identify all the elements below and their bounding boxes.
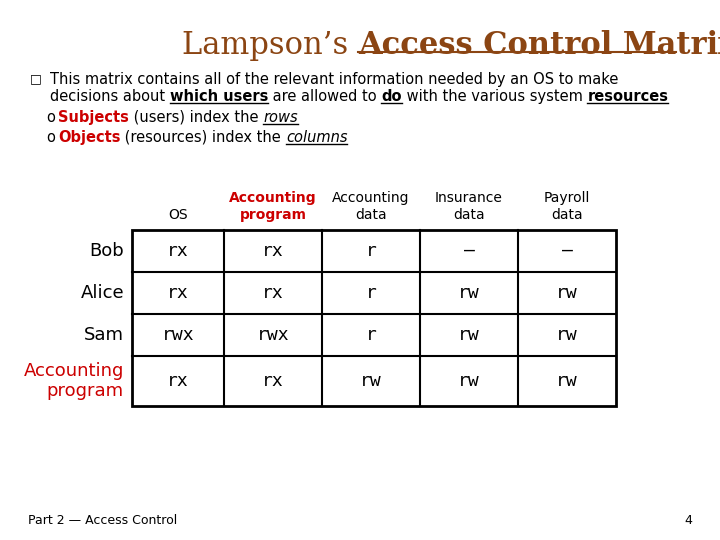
Text: rw: rw [458, 326, 480, 344]
Text: with the various system: with the various system [402, 89, 588, 104]
Text: Part 2 — Access Control: Part 2 — Access Control [28, 514, 177, 527]
Text: □: □ [30, 72, 42, 85]
Text: rw: rw [556, 372, 578, 390]
Text: rows: rows [263, 110, 297, 125]
Text: rw: rw [360, 372, 382, 390]
Bar [132, 230, 616, 406]
Text: Sam: Sam [84, 326, 124, 344]
Text: rx: rx [167, 284, 189, 302]
Text: Accounting
program: Accounting program [229, 191, 317, 222]
Text: are allowed to: are allowed to [268, 89, 382, 104]
Text: Accounting
data: Accounting data [332, 191, 410, 222]
Text: Alice: Alice [81, 284, 124, 302]
Text: Objects: Objects [58, 130, 120, 145]
Text: Subjects: Subjects [58, 110, 129, 125]
Text: rx: rx [167, 372, 189, 390]
Text: Access Control Matrix: Access Control Matrix [358, 30, 720, 61]
Text: Payroll
data: Payroll data [544, 191, 590, 222]
Text: resources: resources [588, 89, 668, 104]
Text: 4: 4 [684, 514, 692, 527]
Text: rw: rw [556, 326, 578, 344]
Text: —: — [464, 242, 474, 260]
Text: (users) index the: (users) index the [129, 110, 263, 125]
Text: r: r [366, 326, 377, 344]
Text: rwx: rwx [162, 326, 194, 344]
Text: which users: which users [170, 89, 268, 104]
Text: r: r [366, 242, 377, 260]
Text: (resources) index the: (resources) index the [120, 130, 286, 145]
Text: rx: rx [167, 242, 189, 260]
Text: rx: rx [262, 242, 284, 260]
Text: —: — [562, 242, 572, 260]
Text: OS: OS [168, 208, 188, 222]
Text: decisions about: decisions about [50, 89, 170, 104]
Text: r: r [366, 284, 377, 302]
Text: o: o [46, 130, 55, 145]
Text: rw: rw [556, 284, 578, 302]
Text: Lampson’s: Lampson’s [182, 30, 358, 61]
Text: rw: rw [458, 372, 480, 390]
Text: rwx: rwx [257, 326, 289, 344]
Text: o: o [46, 110, 55, 125]
Text: Bob: Bob [89, 242, 124, 260]
Text: rw: rw [458, 284, 480, 302]
Text: rx: rx [262, 372, 284, 390]
Text: Accounting
program: Accounting program [24, 362, 124, 400]
Text: This matrix contains all of the relevant information needed by an OS to make: This matrix contains all of the relevant… [50, 72, 618, 87]
Text: Insurance
data: Insurance data [435, 191, 503, 222]
Text: rx: rx [262, 284, 284, 302]
Text: do: do [382, 89, 402, 104]
Text: columns: columns [286, 130, 347, 145]
